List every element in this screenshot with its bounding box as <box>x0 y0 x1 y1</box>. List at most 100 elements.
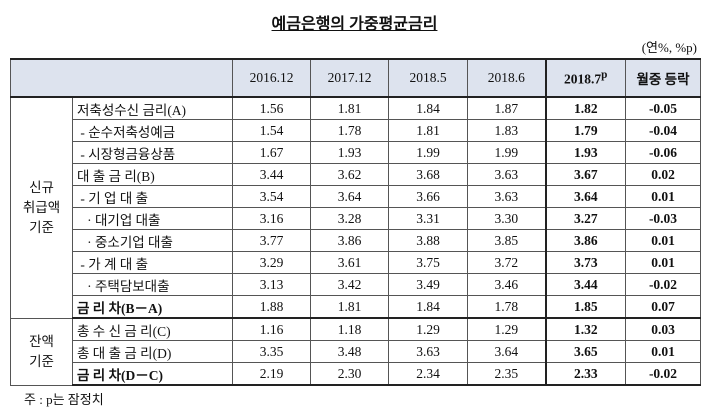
value-cell: 3.88 <box>388 229 468 252</box>
value-cell: 1.78 <box>467 295 546 319</box>
column-header: 2017.12 <box>310 58 389 98</box>
value-cell: 1.81 <box>388 119 468 142</box>
table-row: · 대기업 대출 3.16 3.28 3.31 3.30 3.27 -0.03 <box>11 207 701 230</box>
value-cell: 1.29 <box>467 317 546 341</box>
value-cell: 1.87 <box>467 96 546 120</box>
provisional-mark: p <box>601 68 608 81</box>
value-cell: 1.67 <box>232 141 311 164</box>
table-row: 금 리 차(B－A) 1.88 1.81 1.84 1.78 1.85 0.07 <box>11 295 701 319</box>
column-header-text: 2018.6 <box>487 70 525 85</box>
table-row: 총 대 출 금 리(D) 3.35 3.48 3.63 3.64 3.65 0.01 <box>11 340 701 363</box>
value-cell: -0.05 <box>625 96 701 120</box>
value-cell: 1.99 <box>388 141 468 164</box>
value-cell: 3.72 <box>467 251 546 274</box>
value-cell: 3.86 <box>310 229 389 252</box>
value-cell: 1.81 <box>310 295 389 319</box>
value-cell: 3.54 <box>232 185 311 208</box>
group-label-line: 잔액 <box>29 333 54 349</box>
corner-cell <box>10 58 233 98</box>
value-cell: 3.75 <box>388 251 468 274</box>
value-cell: 0.02 <box>625 163 701 186</box>
row-label: - 순수저축성예금 <box>72 119 233 142</box>
value-cell: 1.93 <box>310 141 389 164</box>
header-row: 2016.12 2017.12 2018.5 2018.6 2018.7p 월중 등락 <box>10 58 701 98</box>
value-cell: -0.04 <box>625 119 701 142</box>
value-cell: 3.63 <box>467 163 546 186</box>
row-label: - 기 업 대 출 <box>72 185 233 208</box>
value-cell: 3.29 <box>232 251 311 274</box>
table-row: - 가 계 대 출 3.29 3.61 3.75 3.72 3.73 0.01 <box>11 251 701 274</box>
value-cell: 3.61 <box>310 251 389 274</box>
value-cell: 3.27 <box>544 207 626 230</box>
value-cell: -0.02 <box>625 273 701 296</box>
column-header: 2018.6 <box>467 58 546 98</box>
value-cell: 1.99 <box>467 141 546 164</box>
column-header-text: 월중 등락 <box>636 72 690 87</box>
column-header: 2018.5 <box>388 58 468 98</box>
value-cell: 3.86 <box>544 229 626 252</box>
table-row: - 기 업 대 출 3.54 3.64 3.66 3.63 3.64 0.01 <box>11 185 701 208</box>
value-cell: 2.35 <box>467 362 546 386</box>
value-cell: 1.85 <box>544 295 626 319</box>
table-row: 신규 취급액 기준 저축성수신 금리(A) 1.56 1.81 1.84 1.87 1.82 -0… <box>10 96 701 319</box>
value-cell: 1.78 <box>310 119 389 142</box>
value-cell: 3.49 <box>388 273 468 296</box>
group-label-line: 신규 <box>29 179 54 195</box>
column-header: 월중 등락 <box>625 58 701 98</box>
value-cell: 1.84 <box>388 96 468 120</box>
value-cell: 0.03 <box>625 317 701 341</box>
table-row: 대 출 금 리(B) 3.44 3.62 3.68 3.63 3.67 0.02 <box>11 163 701 186</box>
value-cell: 3.35 <box>232 340 311 363</box>
row-label: 금 리 차(B－A) <box>72 295 233 319</box>
value-cell: -0.06 <box>625 141 701 164</box>
table-row: 잔액 기준 총 수 신 금 리(C) 1.16 1.18 1.29 1.29 1.32 0.03 <box>10 317 701 386</box>
value-cell: 3.44 <box>232 163 311 186</box>
column-header-text: 2016.12 <box>249 70 294 85</box>
value-cell: 3.62 <box>310 163 389 186</box>
value-cell: 2.19 <box>232 362 311 386</box>
value-cell: -0.02 <box>625 362 701 386</box>
row-label: · 주택담보대출 <box>72 273 233 296</box>
row-label: 금 리 차(D－C) <box>72 362 233 386</box>
value-cell: 1.82 <box>544 96 626 120</box>
title: 예금은행의 가중평균금리 <box>0 10 709 34</box>
value-cell: 3.67 <box>544 163 626 186</box>
row-label: 총 수 신 금 리(C) <box>72 317 233 341</box>
value-cell: 1.84 <box>388 295 468 319</box>
column-header-text: 2017.12 <box>327 70 372 85</box>
group-label-line: 취급액 <box>22 199 61 215</box>
value-cell: 1.81 <box>310 96 389 120</box>
value-cell: 1.32 <box>544 317 626 341</box>
row-label: 저축성수신 금리(A) <box>72 96 233 120</box>
unit: (연%, %p) <box>641 40 697 55</box>
column-header-text: 2018.5 <box>409 70 447 85</box>
value-cell: 1.16 <box>232 317 311 341</box>
rate-table: 2016.12 2017.12 2018.5 2018.6 2018.7p 월중 등락 신… <box>10 58 701 386</box>
title-text: 예금은행의 가중평균금리 <box>271 16 438 33</box>
value-cell: 1.83 <box>467 119 546 142</box>
value-cell: 3.16 <box>232 207 311 230</box>
table-row: · 주택담보대출 3.13 3.42 3.49 3.46 3.44 -0.02 <box>11 273 701 296</box>
value-cell: 1.29 <box>388 317 468 341</box>
value-cell: 3.85 <box>467 229 546 252</box>
value-cell: 3.64 <box>544 185 626 208</box>
row-label: · 대기업 대출 <box>72 207 233 230</box>
row-label: 총 대 출 금 리(D) <box>72 340 233 363</box>
footnote: 주 : p는 잠정치 <box>24 392 104 407</box>
value-cell: 2.33 <box>544 362 626 386</box>
column-header: 2018.7p <box>544 58 626 98</box>
table-row: - 순수저축성예금 1.54 1.78 1.81 1.83 1.79 -0.04 <box>11 119 701 142</box>
value-cell: 3.48 <box>310 340 389 363</box>
value-cell: 3.30 <box>467 207 546 230</box>
value-cell: 1.93 <box>544 141 626 164</box>
value-cell: 2.34 <box>388 362 468 386</box>
value-cell: 1.56 <box>232 96 311 120</box>
value-cell: 3.13 <box>232 273 311 296</box>
value-cell: 3.68 <box>388 163 468 186</box>
group-label-line: 기준 <box>29 219 54 235</box>
table-row: 금 리 차(D－C) 2.19 2.30 2.34 2.35 2.33 -0.02 <box>11 362 701 386</box>
row-label: - 시장형금융상품 <box>72 141 233 164</box>
value-cell: -0.03 <box>625 207 701 230</box>
value-cell: 1.79 <box>544 119 626 142</box>
value-cell: 2.30 <box>310 362 389 386</box>
